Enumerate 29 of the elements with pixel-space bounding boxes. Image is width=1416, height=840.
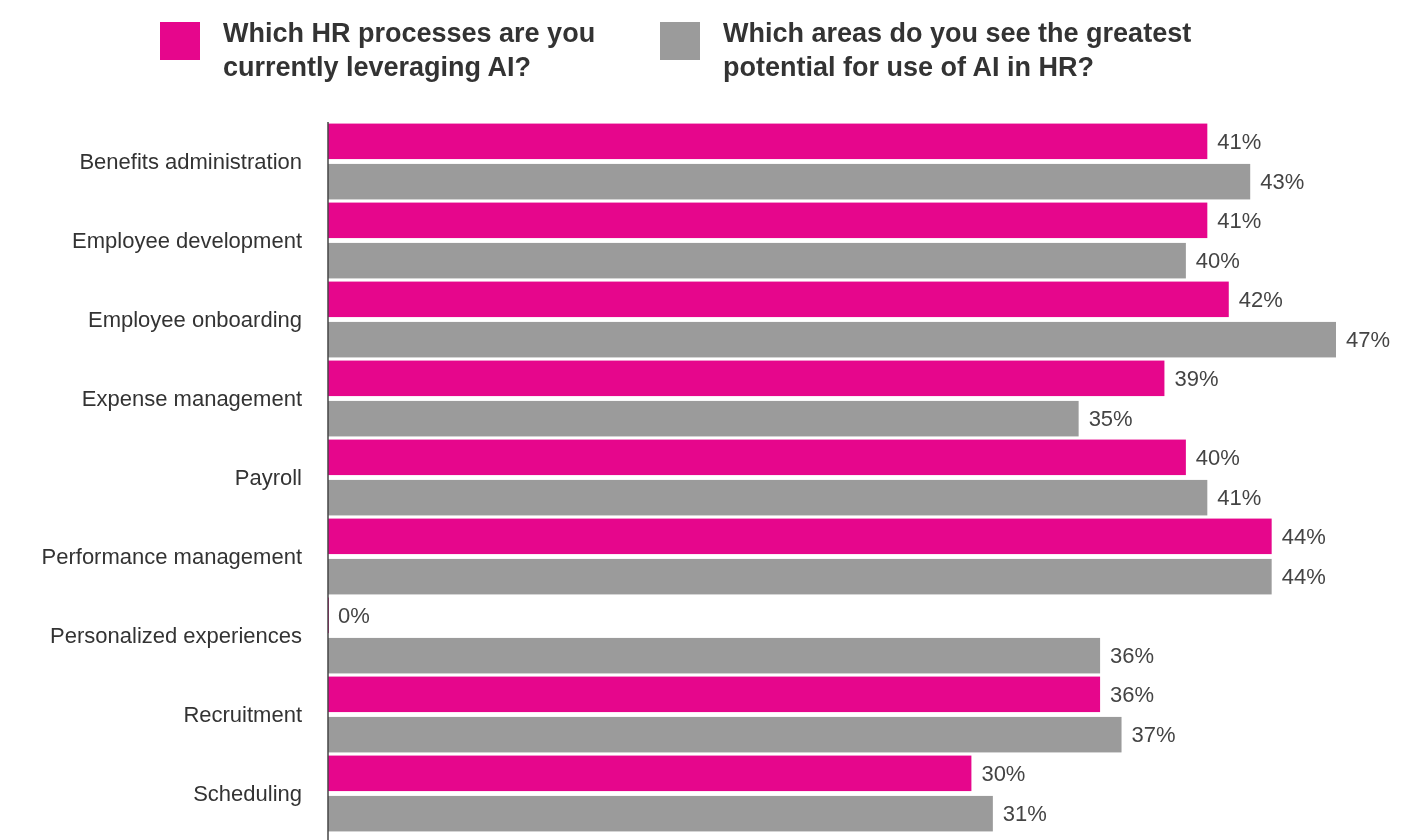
data-label: 40% xyxy=(1195,444,1240,470)
data-label: 41% xyxy=(1217,128,1262,154)
y-tick-label: Expense management xyxy=(81,386,302,411)
y-tick-label: Recruitment xyxy=(183,702,302,727)
data-label: 40% xyxy=(1195,248,1240,274)
data-label: 35% xyxy=(1088,406,1133,432)
data-label: 36% xyxy=(1110,681,1155,707)
y-tick-label: Employee onboarding xyxy=(87,307,302,332)
y-tick-label: Performance management xyxy=(41,544,302,569)
data-label: 0% xyxy=(338,602,370,628)
data-label: 41% xyxy=(1217,207,1262,233)
data-label: 44% xyxy=(1281,523,1326,549)
data-label: 42% xyxy=(1238,286,1283,312)
data-label: 43% xyxy=(1260,169,1305,195)
data-label: 39% xyxy=(1174,365,1219,391)
y-tick-label: Benefits administration xyxy=(79,149,302,174)
data-label: 47% xyxy=(1346,327,1391,353)
data-label: 31% xyxy=(1002,801,1047,827)
legend-label: Which areas do you see the greatest potential for use of AI in HR? xyxy=(723,18,1192,82)
data-label: 36% xyxy=(1110,643,1155,669)
data-label: 44% xyxy=(1281,564,1326,590)
y-tick-label: Personalized experiences xyxy=(50,623,302,648)
data-label: 37% xyxy=(1131,722,1176,748)
y-tick-label: Scheduling xyxy=(193,781,302,806)
y-tick-label: Payroll xyxy=(234,465,302,490)
y-tick-label: Employee development xyxy=(72,228,302,253)
data-label: 41% xyxy=(1217,485,1262,511)
legend-label: Which HR processes are you currently leveraging AI? xyxy=(223,18,596,82)
data-label: 30% xyxy=(981,760,1026,786)
